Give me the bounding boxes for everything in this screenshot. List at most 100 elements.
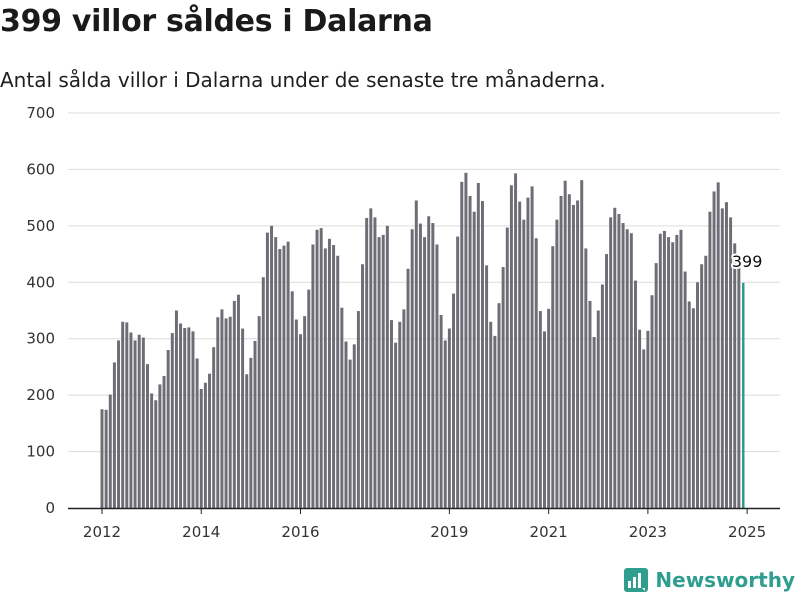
bar xyxy=(257,316,261,508)
bar xyxy=(311,244,315,508)
bar xyxy=(501,267,505,508)
bar xyxy=(625,229,629,508)
bar xyxy=(447,328,451,508)
bar xyxy=(261,277,265,508)
bar xyxy=(671,242,675,508)
bar xyxy=(629,233,633,508)
bar xyxy=(530,186,534,508)
bar xyxy=(708,211,712,508)
bar xyxy=(654,263,658,508)
bar xyxy=(183,327,187,508)
bar xyxy=(733,243,737,508)
bar xyxy=(609,217,613,508)
bar xyxy=(493,335,497,508)
bar xyxy=(658,233,662,508)
y-tick-label: 600 xyxy=(26,160,55,178)
bar xyxy=(199,388,203,508)
bar xyxy=(406,268,410,508)
bar xyxy=(435,244,439,508)
bar xyxy=(299,334,302,508)
bar xyxy=(423,237,427,508)
bar xyxy=(555,219,559,508)
bar xyxy=(662,230,666,508)
bar xyxy=(704,255,708,508)
bar xyxy=(112,362,116,508)
bar xyxy=(286,241,290,508)
bar xyxy=(522,219,526,508)
bar xyxy=(402,309,406,508)
bar xyxy=(480,201,484,508)
bar xyxy=(439,315,443,508)
bar xyxy=(208,373,212,508)
bar xyxy=(485,265,489,508)
annotation-label: 399 xyxy=(732,252,763,271)
bar xyxy=(228,316,232,508)
bar xyxy=(158,384,162,508)
bar xyxy=(509,185,513,508)
bar xyxy=(290,291,294,508)
bar xyxy=(121,321,125,508)
y-tick-label: 0 xyxy=(45,499,55,517)
bar xyxy=(472,211,476,508)
bar xyxy=(187,327,191,508)
bar xyxy=(683,271,687,508)
bar xyxy=(443,340,447,508)
chart-title: 399 villor såldes i Dalarna xyxy=(0,4,433,39)
bar xyxy=(294,319,298,508)
bar xyxy=(162,375,166,508)
bar xyxy=(232,300,236,508)
bar xyxy=(249,357,253,508)
bar xyxy=(236,294,240,508)
bar xyxy=(356,311,360,508)
x-tick-label: 2016 xyxy=(281,523,319,541)
bar xyxy=(104,409,108,508)
bar xyxy=(600,284,604,508)
bar xyxy=(336,255,340,508)
bar xyxy=(365,217,369,508)
bar xyxy=(534,238,538,508)
bar xyxy=(137,334,141,508)
bar xyxy=(327,238,331,509)
y-tick-label: 700 xyxy=(26,104,55,122)
bar xyxy=(489,321,493,508)
bar xyxy=(526,197,530,508)
bar xyxy=(675,234,679,508)
bar xyxy=(195,358,199,508)
bar xyxy=(170,333,174,508)
x-tick-label: 2014 xyxy=(182,523,220,541)
bar xyxy=(282,245,286,508)
bar xyxy=(323,248,327,508)
bar xyxy=(646,330,650,508)
x-tick-label: 2012 xyxy=(83,523,121,541)
bar xyxy=(427,216,431,508)
bar xyxy=(497,303,501,508)
bar xyxy=(150,393,154,508)
x-tick-label: 2025 xyxy=(728,523,766,541)
bar xyxy=(133,340,137,508)
bar xyxy=(418,223,422,508)
bar xyxy=(642,349,646,508)
bar xyxy=(605,254,609,508)
bar xyxy=(216,317,220,508)
bar xyxy=(265,232,269,508)
x-tick-label: 2021 xyxy=(530,523,568,541)
y-tick-label: 200 xyxy=(26,386,55,404)
bar xyxy=(125,322,129,508)
bar xyxy=(613,207,617,509)
bar xyxy=(332,245,336,509)
bar xyxy=(687,301,691,508)
bar xyxy=(319,228,323,508)
bar xyxy=(543,331,546,508)
bar xyxy=(315,229,319,509)
bar xyxy=(700,264,704,508)
bar xyxy=(129,332,133,508)
bar xyxy=(617,214,621,508)
bar xyxy=(720,208,724,508)
y-tick-label: 100 xyxy=(26,443,55,461)
bar xyxy=(377,237,381,508)
chart-subtitle: Antal sålda villor i Dalarna under de se… xyxy=(0,68,606,92)
x-tick-label: 2023 xyxy=(629,523,667,541)
bar xyxy=(303,316,307,508)
bar xyxy=(621,223,625,509)
bar xyxy=(212,347,216,508)
